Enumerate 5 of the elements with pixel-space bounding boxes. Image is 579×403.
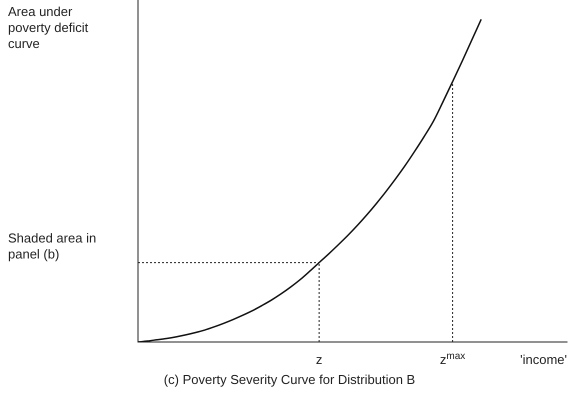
- y-axis-title: Area under poverty deficit curve: [8, 4, 90, 52]
- x-tick-label: z: [316, 352, 322, 367]
- ref-line-label: Shaded area in panel (b): [8, 230, 96, 262]
- x-axis-title: 'income': [520, 352, 567, 367]
- text: (c) Poverty Severity Curve for Distribution B: [162, 372, 416, 387]
